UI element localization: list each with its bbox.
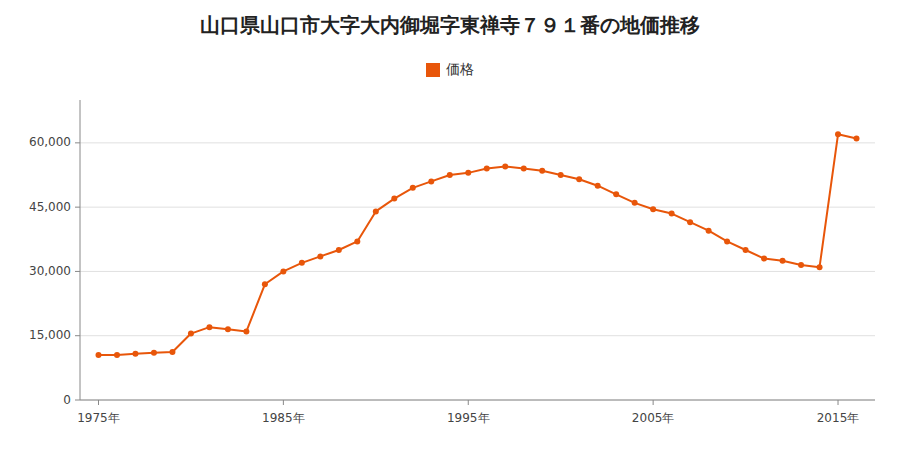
y-tick-label: 30,000 [29,264,71,278]
y-tick [75,271,80,272]
point [706,228,712,234]
x-tick-label: 1975年 [77,411,120,425]
point [391,196,397,202]
point [336,247,342,253]
point [262,281,268,287]
point [521,166,527,172]
axes: 0 15,000 30,000 45,000 60,000 1975年 1985年 1995年… [29,100,875,425]
grid-line [80,207,875,208]
series-line [98,134,856,355]
point [151,350,157,356]
y-tick [75,335,80,336]
y-tick [75,142,80,143]
point [299,260,305,266]
point [798,262,804,268]
y-tick [75,400,80,401]
point [354,238,360,244]
point [95,352,101,358]
point [761,256,767,262]
y-tick-label: 60,000 [29,135,71,149]
legend: 価格 [426,61,474,77]
point [280,268,286,274]
chart-container: 山口県山口市大字大内御堀字東禅寺７９１番の地価推移価格 0 15,000 30,000… [0,0,900,450]
grid-line [80,271,875,272]
x-tick-label: 2015年 [817,411,860,425]
grid-line [80,400,875,401]
point [373,208,379,214]
point [613,191,619,197]
point [410,185,416,191]
data-area [95,131,859,358]
point [539,168,545,174]
point [428,178,434,184]
point [687,219,693,225]
point [169,349,175,355]
x-tick [283,400,284,405]
point [576,176,582,182]
grid-line [80,142,875,143]
point [780,258,786,264]
y-tick [75,207,80,208]
point [114,352,120,358]
point [206,324,212,330]
point [558,172,564,178]
point [835,131,841,137]
point [632,200,638,206]
x-tick [468,400,469,405]
point [502,163,508,169]
point [650,206,656,212]
y-axis-line [80,100,81,400]
point [225,326,231,332]
chart-svg: 山口県山口市大字大内御堀字東禅寺７９１番の地価推移価格 0 15,000 30,000… [0,0,900,450]
legend-label: 価格 [446,61,474,77]
point [743,247,749,253]
point [132,351,138,357]
point [724,238,730,244]
x-tick-label: 1985年 [262,411,305,425]
x-tick [838,400,839,405]
point [317,253,323,259]
point [188,331,194,337]
x-axis-line [80,400,875,401]
point [243,328,249,334]
grid [80,143,875,400]
y-tick-label: 45,000 [29,200,71,214]
legend-swatch [426,63,440,77]
y-tick-label: 0 [63,393,71,407]
title: 山口県山口市大字大内御堀字東禅寺７９１番の地価推移 [200,13,700,37]
x-tick [98,400,99,405]
y-tick-label: 15,000 [29,328,71,342]
point [447,172,453,178]
x-tick [653,400,654,405]
point [484,166,490,172]
x-tick-label: 1995年 [447,411,490,425]
point [465,170,471,176]
x-tick-label: 2005年 [632,411,675,425]
point [669,211,675,217]
point [595,183,601,189]
grid-line [80,335,875,336]
point [817,264,823,270]
point [854,136,860,142]
